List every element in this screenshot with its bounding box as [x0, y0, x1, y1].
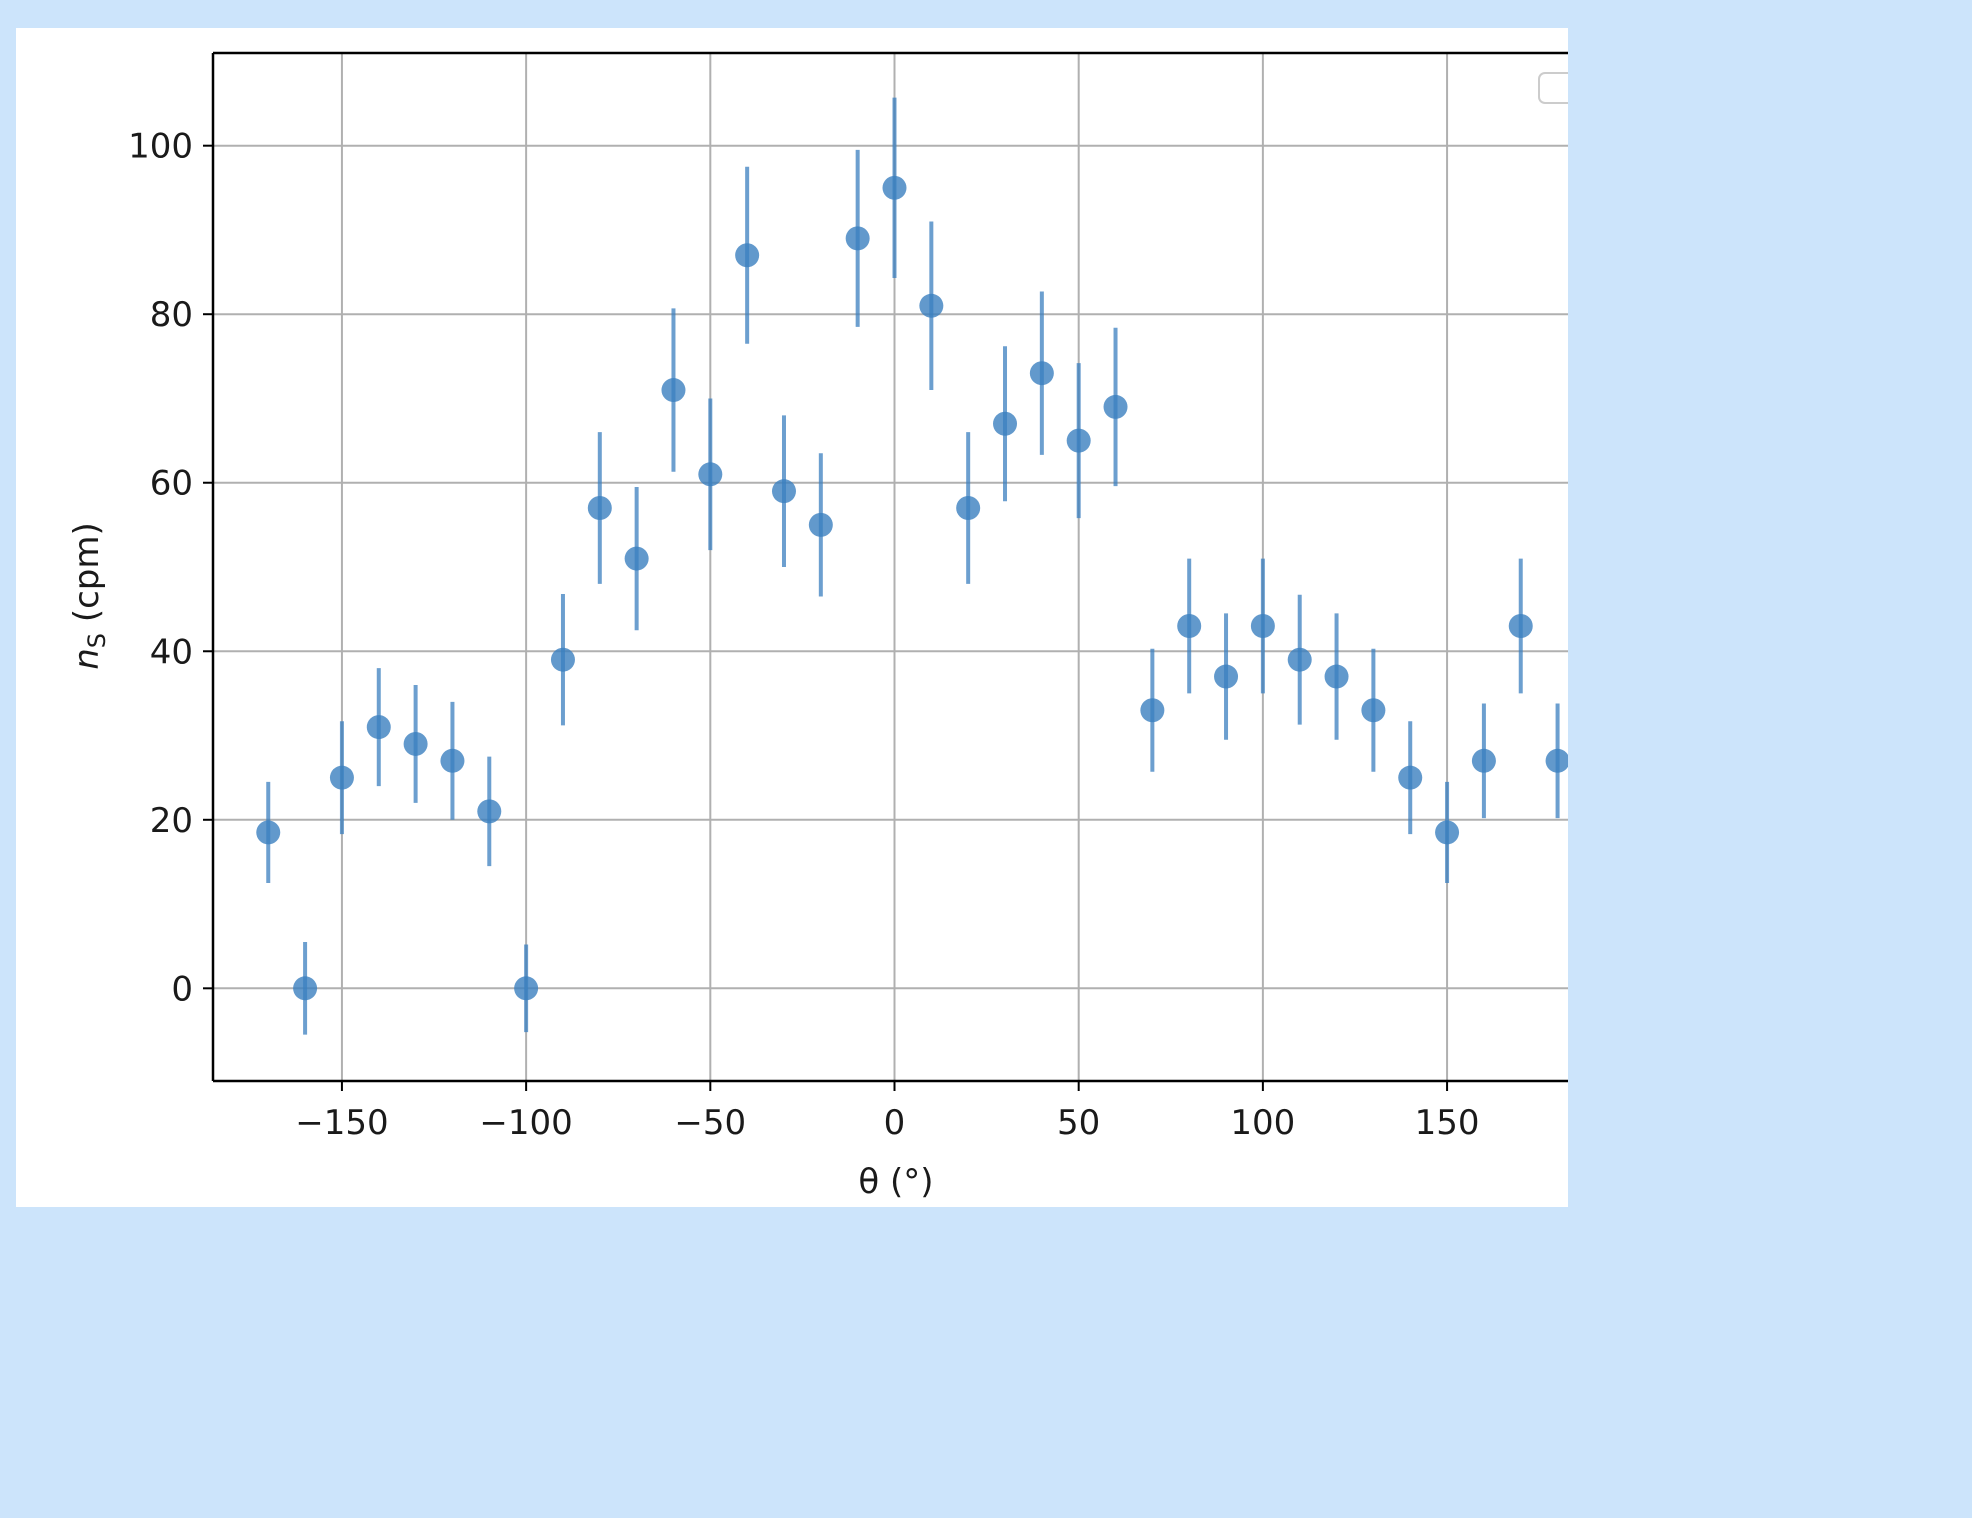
data-point — [845, 226, 870, 251]
tick-labels: −150 −100 −50 0 50 100 150 0 20 40 60 80 100 — [128, 127, 1479, 1143]
grid — [213, 53, 1568, 1081]
y-tick-label: 0 — [171, 969, 193, 1009]
data-point — [587, 496, 612, 521]
x-tick-label: 100 — [1230, 1103, 1295, 1143]
data-point — [514, 976, 539, 1001]
legend-box — [1538, 72, 1568, 104]
axes — [203, 51, 1568, 1091]
data-point — [771, 479, 796, 504]
x-tick-label: 50 — [1057, 1103, 1100, 1143]
y-tick-label: 20 — [150, 801, 193, 841]
data-point — [1508, 613, 1533, 638]
data-point — [808, 512, 833, 537]
y-axis-label-unit: (cpm) — [67, 522, 107, 633]
data-point — [366, 715, 391, 740]
data-point — [550, 647, 575, 672]
data-point — [1029, 361, 1054, 386]
y-axis-label-main: n — [67, 648, 107, 670]
y-axis-label-sub: S — [83, 633, 111, 648]
y-tick-label: 60 — [150, 464, 193, 504]
x-tick-label: 150 — [1415, 1103, 1480, 1143]
data-point — [1471, 748, 1496, 773]
data-point — [624, 546, 649, 571]
data-point — [661, 378, 686, 403]
x-tick-label: −50 — [674, 1103, 746, 1143]
data-point — [256, 820, 281, 845]
data-point — [1398, 765, 1423, 790]
chart: −150 −100 −50 0 50 100 150 0 20 40 60 80 100 θ (°) n… — [67, 51, 1568, 1202]
y-axis-label: nS (cpm) — [67, 522, 111, 670]
data-point — [1324, 664, 1349, 689]
data-point — [1066, 428, 1091, 453]
y-tick-label: 100 — [128, 127, 193, 167]
data-point — [293, 976, 318, 1001]
data-point — [403, 731, 428, 756]
data-point — [1140, 698, 1165, 723]
data-point — [1287, 647, 1312, 672]
data-point — [1250, 613, 1275, 638]
error-bars — [266, 97, 1560, 1035]
data-point — [440, 748, 465, 773]
data-point — [1361, 698, 1386, 723]
data-point — [477, 799, 502, 824]
y-tick-label: 40 — [150, 632, 193, 672]
x-axis-label: θ (°) — [858, 1162, 933, 1202]
data-point — [1103, 394, 1128, 419]
x-tick-label: −150 — [295, 1103, 388, 1143]
y-tick-label: 80 — [150, 295, 193, 335]
data-point — [919, 293, 944, 318]
data-point — [329, 765, 354, 790]
data-point — [956, 496, 981, 521]
data-point — [1545, 748, 1568, 773]
x-tick-label: −100 — [479, 1103, 572, 1143]
figure-frame: −150 −100 −50 0 50 100 150 0 20 40 60 80 100 θ (°) n… — [16, 28, 1568, 1207]
data-point — [1214, 664, 1239, 689]
data-point — [1435, 820, 1460, 845]
data-points — [256, 175, 1568, 1001]
data-point — [698, 462, 723, 487]
data-point — [993, 411, 1018, 436]
data-point — [882, 175, 907, 200]
x-tick-label: 0 — [884, 1103, 906, 1143]
data-point — [735, 243, 760, 268]
data-point — [1177, 613, 1202, 638]
